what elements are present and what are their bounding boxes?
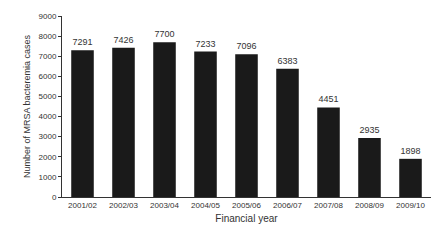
svg-text:4451: 4451 bbox=[318, 94, 338, 104]
svg-text:5000: 5000 bbox=[39, 92, 57, 101]
svg-text:2002/03: 2002/03 bbox=[109, 201, 138, 210]
svg-text:2008/09: 2008/09 bbox=[355, 201, 384, 210]
svg-text:1000: 1000 bbox=[39, 173, 57, 182]
svg-text:7000: 7000 bbox=[39, 52, 57, 61]
svg-text:7291: 7291 bbox=[72, 37, 92, 47]
svg-text:3000: 3000 bbox=[39, 132, 57, 141]
svg-text:1898: 1898 bbox=[400, 146, 420, 156]
svg-text:2001/02: 2001/02 bbox=[68, 201, 97, 210]
svg-text:2006/07: 2006/07 bbox=[273, 201, 302, 210]
svg-text:6383: 6383 bbox=[277, 56, 297, 66]
svg-text:2005/06: 2005/06 bbox=[232, 201, 261, 210]
svg-text:7096: 7096 bbox=[236, 41, 256, 51]
svg-text:7233: 7233 bbox=[195, 39, 215, 49]
svg-text:9000: 9000 bbox=[39, 12, 57, 21]
svg-text:7426: 7426 bbox=[113, 35, 133, 45]
svg-text:Financial year: Financial year bbox=[215, 213, 278, 224]
svg-text:2003/04: 2003/04 bbox=[150, 201, 179, 210]
svg-text:7700: 7700 bbox=[154, 29, 174, 39]
svg-text:2007/08: 2007/08 bbox=[314, 201, 343, 210]
svg-text:8000: 8000 bbox=[39, 32, 57, 41]
svg-text:2935: 2935 bbox=[359, 125, 379, 135]
svg-text:2004/05: 2004/05 bbox=[191, 201, 220, 210]
svg-text:0: 0 bbox=[52, 193, 57, 202]
svg-text:2009/10: 2009/10 bbox=[396, 201, 425, 210]
svg-text:4000: 4000 bbox=[39, 112, 57, 121]
svg-text:2000: 2000 bbox=[39, 153, 57, 162]
svg-text:Number of MRSA bacteremia case: Number of MRSA bacteremia cases bbox=[22, 34, 32, 178]
svg-text:6000: 6000 bbox=[39, 72, 57, 81]
